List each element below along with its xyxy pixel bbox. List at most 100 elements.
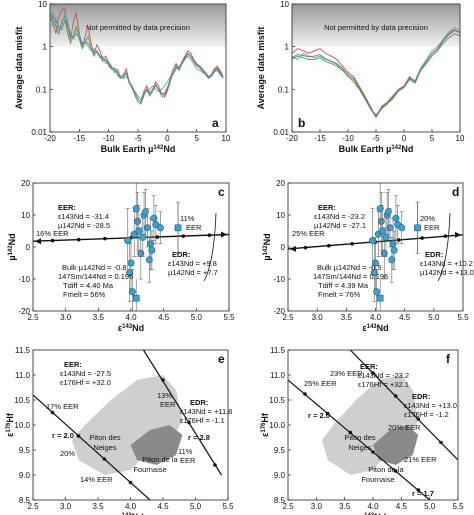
x-tick-label: -15 xyxy=(74,134,86,143)
annotation: EER xyxy=(160,400,176,409)
line-marker xyxy=(325,411,330,416)
y-tick-label: 11.5 xyxy=(270,346,286,355)
x-tick-label: 5.0 xyxy=(424,502,436,511)
y-axis-label: Average data misfit xyxy=(14,27,24,110)
arrowhead-right xyxy=(455,231,461,238)
line-marker xyxy=(327,243,331,248)
data-point xyxy=(156,224,164,232)
x-tick-label: 3.5 xyxy=(92,502,104,511)
annotation: ε143Nd = +10.2 xyxy=(420,259,473,268)
data-point xyxy=(373,288,381,296)
x-tick-label: 0 xyxy=(165,134,170,143)
region-label: Not permitted by data precision xyxy=(86,23,190,32)
x-axis-label: ε143Nd xyxy=(117,512,143,515)
mixing-line xyxy=(288,379,431,500)
x-tick-label: 5.5 xyxy=(222,502,234,511)
annotation: 11% xyxy=(180,214,195,223)
data-point xyxy=(132,205,140,213)
series-group xyxy=(292,27,460,119)
line-marker xyxy=(443,234,448,238)
label-part: µ xyxy=(7,255,17,260)
data-point xyxy=(382,233,390,241)
square-point xyxy=(376,294,384,302)
data-point xyxy=(134,217,142,225)
annotation: ε176Hf = -1.1 xyxy=(180,416,225,425)
region-fournaise xyxy=(130,425,183,465)
panel-e: 2.5 3.0 3.5 4.0 4.5 5.0 5.5 8.5 9.0 9.5 10.0 10.5 11… xyxy=(5,346,234,515)
y-tick-label: 0.01 xyxy=(31,128,47,137)
line-marker xyxy=(303,245,308,250)
annotation: EER xyxy=(180,456,196,465)
annotation: EDR: xyxy=(190,398,208,407)
data-point xyxy=(371,259,379,267)
annotation: Bulk µ142Nd = -0.8 xyxy=(62,263,127,272)
annotation: 13% xyxy=(157,391,172,400)
square-point xyxy=(132,294,140,302)
x-tick-label: 4.0 xyxy=(125,502,137,511)
y-tick-label: 1 xyxy=(43,43,48,52)
annotation: ε176Hf = +32.0 xyxy=(60,378,111,387)
x-tick-label: 5.5 xyxy=(223,313,235,322)
label-superscript: 142 xyxy=(8,245,14,256)
data-point xyxy=(127,259,135,267)
y-tick-label: 0 xyxy=(26,243,31,252)
annotation: ε143Nd = +13.0 xyxy=(404,401,457,410)
y-tick-label: 0 xyxy=(281,243,286,252)
label-part: ε xyxy=(118,323,123,333)
line-marker xyxy=(416,488,421,492)
annotation: Fmelt = 56% xyxy=(63,290,106,299)
line-marker xyxy=(155,235,159,239)
data-point xyxy=(392,214,400,222)
label-part: Bulk Earth µ xyxy=(339,144,392,154)
x-tick-label: 10 xyxy=(456,134,465,143)
annotation: EER: xyxy=(64,360,82,369)
annotation: EDR: xyxy=(425,250,443,259)
x-axis-label: ε143Nd xyxy=(118,323,144,333)
panel-f: 2.5 3.0 3.5 4.0 4.5 5.0 5.5 8.5 9.0 9.5 10.0 10.5 11… xyxy=(260,346,464,515)
annotation: 147Sm/144Nd = 0.196 xyxy=(313,272,388,281)
y-tick-label: 8.5 xyxy=(19,496,31,505)
annotation: ε143Nd = +11.6 xyxy=(180,407,232,416)
line-marker xyxy=(371,371,375,375)
line-marker xyxy=(102,457,107,461)
y-axis-label: Average data misfit xyxy=(256,27,266,110)
annotation: EER: xyxy=(58,203,76,212)
annotation: 16% EER xyxy=(36,229,69,238)
region-label: Neiges xyxy=(348,443,372,452)
y-axis-label: ε176Hf xyxy=(5,412,15,437)
x-tick-label: -5 xyxy=(134,134,142,143)
x-tick-label: 3.0 xyxy=(312,313,324,322)
line-marker xyxy=(161,378,165,382)
line-marker xyxy=(420,236,424,240)
y-tick-label: 20 xyxy=(21,179,30,188)
region-neiges xyxy=(322,375,419,475)
data-point xyxy=(139,233,147,241)
data-point xyxy=(141,208,149,216)
line-marker xyxy=(439,440,443,445)
panel-letter-c: c xyxy=(218,185,225,199)
line-marker xyxy=(76,434,81,438)
x-tick-label: 4.5 xyxy=(399,313,411,322)
plot-content xyxy=(288,350,458,500)
annotation: Fmelt = 76% xyxy=(318,290,361,299)
arrowhead-left xyxy=(290,245,296,252)
region-label: Piton des xyxy=(344,433,376,442)
x-tick-label: 3.5 xyxy=(93,313,105,322)
panel-letter-e: e xyxy=(218,352,225,366)
x-axis-label: ε143Nd xyxy=(362,323,388,333)
line-marker xyxy=(371,450,375,454)
region-label: Not permitted by data precision xyxy=(324,23,428,32)
data-point xyxy=(388,256,396,264)
x-tick-label: 10 xyxy=(222,134,231,143)
y-tick-label: 10 xyxy=(280,0,289,9)
label-part: Nd xyxy=(262,233,272,245)
data-point xyxy=(145,256,153,264)
x-tick-label: 4.0 xyxy=(367,502,379,511)
label-part: Nd xyxy=(377,323,389,333)
plot-content xyxy=(288,183,463,311)
panel-c: 2.5 3.0 3.5 4.0 4.5 5.0 5.5-20-1001020EER:ε143… xyxy=(7,179,235,333)
annotation: ε143Nd = -27.5 xyxy=(60,369,111,378)
panel-letter-d: d xyxy=(452,185,459,199)
x-tick-label: 4.5 xyxy=(157,502,169,511)
annotation: ε176Hf = +32.1 xyxy=(358,380,409,389)
